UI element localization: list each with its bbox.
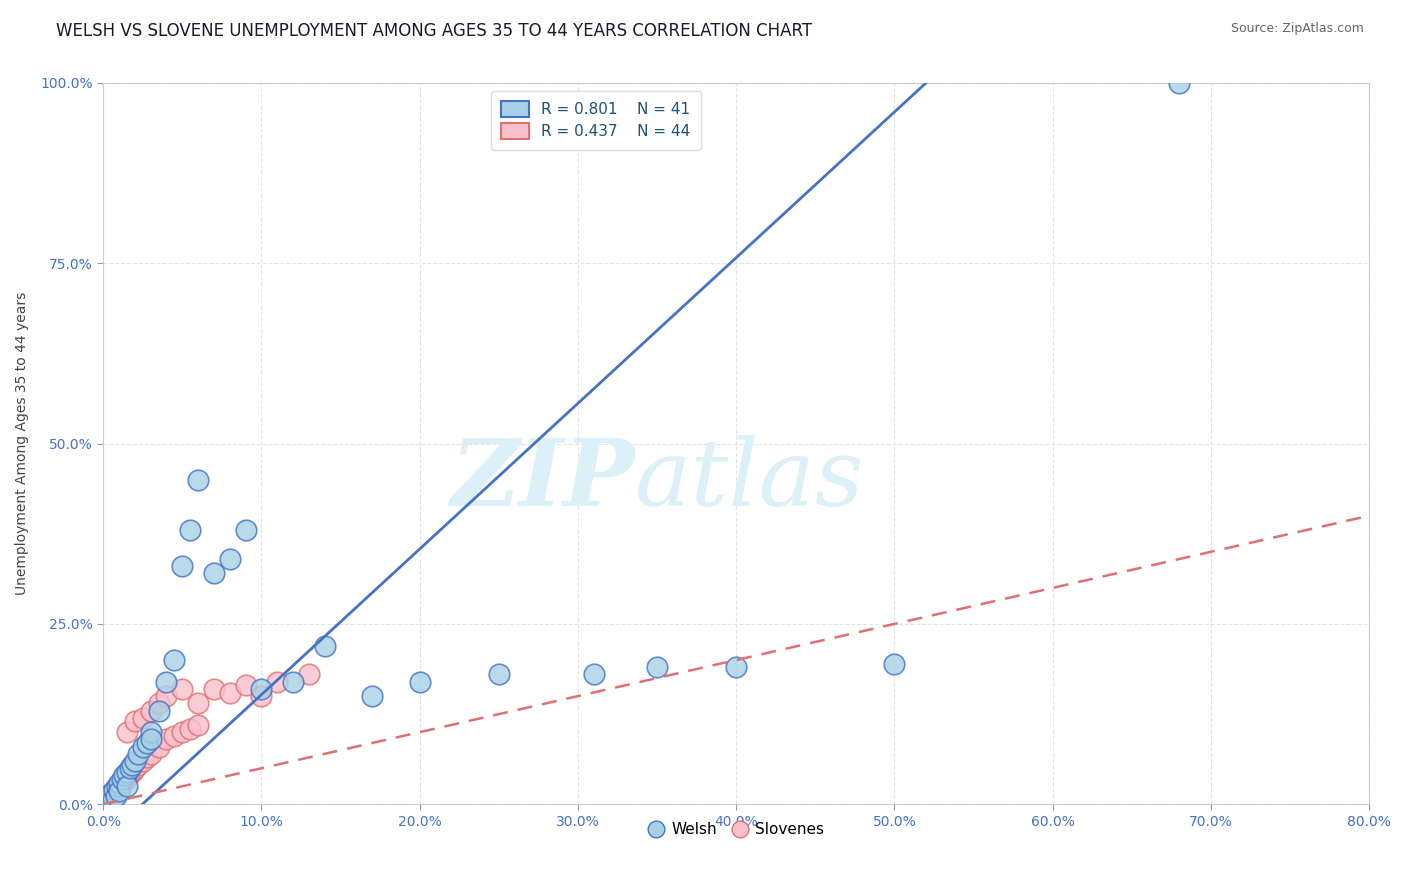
Point — [103, 783, 125, 797]
Point — [136, 750, 159, 764]
Point — [218, 685, 240, 699]
Point — [98, 790, 121, 805]
Point — [101, 791, 124, 805]
Point — [139, 732, 162, 747]
Point — [98, 790, 121, 805]
Point — [202, 566, 225, 581]
Point — [172, 725, 194, 739]
Point — [100, 789, 122, 803]
Point — [112, 768, 135, 782]
Point — [408, 674, 430, 689]
Point — [124, 714, 146, 729]
Point — [136, 736, 159, 750]
Point — [187, 696, 209, 710]
Point — [118, 767, 141, 781]
Point — [163, 653, 186, 667]
Point — [111, 775, 134, 789]
Point — [235, 678, 257, 692]
Point — [250, 689, 273, 703]
Point — [187, 718, 209, 732]
Point — [96, 794, 118, 808]
Point — [250, 681, 273, 696]
Point — [105, 779, 128, 793]
Point — [93, 796, 115, 810]
Point — [114, 772, 136, 786]
Point — [645, 660, 668, 674]
Point — [115, 779, 138, 793]
Point — [1168, 76, 1191, 90]
Point — [172, 559, 194, 574]
Point — [883, 657, 905, 671]
Point — [139, 704, 162, 718]
Point — [108, 775, 131, 789]
Point — [314, 639, 336, 653]
Point — [127, 757, 149, 772]
Point — [155, 689, 177, 703]
Point — [132, 711, 155, 725]
Point — [179, 722, 201, 736]
Point — [97, 791, 120, 805]
Point — [218, 552, 240, 566]
Point — [103, 784, 125, 798]
Text: Source: ZipAtlas.com: Source: ZipAtlas.com — [1230, 22, 1364, 36]
Point — [124, 754, 146, 768]
Point — [163, 729, 186, 743]
Point — [121, 764, 143, 779]
Point — [115, 764, 138, 779]
Point — [110, 777, 132, 791]
Point — [281, 674, 304, 689]
Point — [266, 674, 288, 689]
Point — [105, 781, 128, 796]
Point — [179, 523, 201, 537]
Point — [108, 779, 131, 793]
Y-axis label: Unemployment Among Ages 35 to 44 years: Unemployment Among Ages 35 to 44 years — [15, 292, 30, 595]
Point — [155, 674, 177, 689]
Legend: Welsh, Slovenes: Welsh, Slovenes — [643, 816, 830, 844]
Point — [488, 667, 510, 681]
Point — [132, 754, 155, 768]
Point — [118, 761, 141, 775]
Point — [148, 696, 170, 710]
Point — [202, 681, 225, 696]
Point — [235, 523, 257, 537]
Point — [101, 787, 124, 801]
Text: atlas: atlas — [636, 434, 865, 524]
Point — [122, 763, 145, 777]
Point — [148, 739, 170, 754]
Point — [100, 787, 122, 801]
Point — [139, 725, 162, 739]
Point — [111, 772, 134, 786]
Point — [124, 761, 146, 775]
Point — [104, 789, 127, 803]
Point — [115, 725, 138, 739]
Point — [132, 739, 155, 754]
Point — [115, 770, 138, 784]
Point — [112, 774, 135, 789]
Point — [121, 757, 143, 772]
Point — [172, 681, 194, 696]
Point — [104, 783, 127, 797]
Point — [187, 473, 209, 487]
Text: ZIP: ZIP — [450, 434, 636, 524]
Point — [127, 747, 149, 761]
Point — [108, 784, 131, 798]
Point — [139, 747, 162, 761]
Point — [582, 667, 605, 681]
Point — [96, 794, 118, 808]
Point — [148, 704, 170, 718]
Point — [155, 732, 177, 747]
Point — [361, 689, 384, 703]
Point — [725, 660, 748, 674]
Text: WELSH VS SLOVENE UNEMPLOYMENT AMONG AGES 35 TO 44 YEARS CORRELATION CHART: WELSH VS SLOVENE UNEMPLOYMENT AMONG AGES… — [56, 22, 813, 40]
Point — [298, 667, 321, 681]
Point — [117, 768, 139, 782]
